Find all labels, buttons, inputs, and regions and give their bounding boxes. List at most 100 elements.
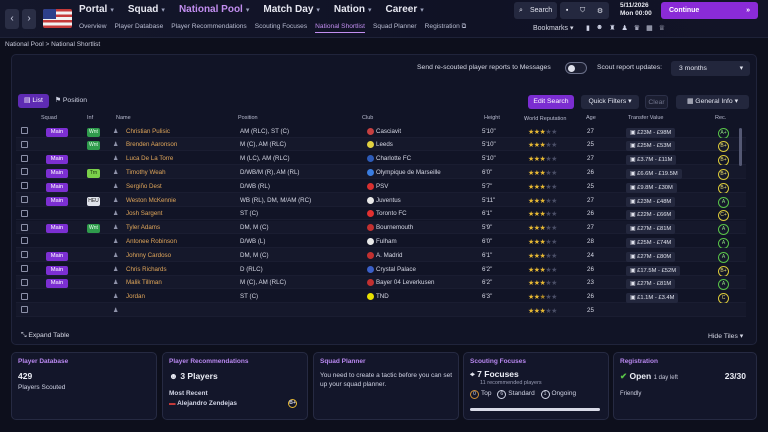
col-squad[interactable]: Squad <box>41 115 57 121</box>
tab-national-shortlist[interactable]: National Shortlist <box>315 23 365 33</box>
tab-player-recommendations[interactable]: Player Recommendations <box>171 23 247 30</box>
nav-national-pool[interactable]: National Pool ▾ <box>178 4 250 15</box>
forward-button[interactable]: › <box>22 9 36 29</box>
row-checkbox[interactable] <box>21 154 28 162</box>
table-row[interactable]: Main Wnt ♟ Christian Pulisic AM (RLC), ST (C… <box>16 124 746 139</box>
col-height[interactable]: Height <box>484 115 500 121</box>
table-row[interactable]: Wnt ♟ Brenden Aaronson M (C), AM (RLC) Leeds… <box>16 137 746 153</box>
table-row[interactable]: Main HEU ♟ Weston McKennie WB (RL), DM, M/AM… <box>16 193 746 208</box>
row-checkbox[interactable] <box>21 209 28 217</box>
row-checkbox[interactable] <box>21 127 28 134</box>
club-link[interactable]: Fulham <box>376 237 397 245</box>
tab-overview[interactable]: Overview <box>79 23 107 30</box>
bookmark-icon[interactable]: ▮ <box>586 25 590 32</box>
player-name-link[interactable]: Brenden Aaronson <box>126 141 178 149</box>
col-rec[interactable]: Rec. <box>715 115 727 121</box>
trophy-icon[interactable]: ♛ <box>633 25 641 32</box>
tab-squad-planner[interactable]: Squad Planner <box>373 23 417 30</box>
rescout-toggle[interactable] <box>565 62 587 74</box>
row-checkbox[interactable] <box>21 278 28 286</box>
nav-career[interactable]: Career ▾ <box>385 4 424 15</box>
table-row[interactable]: ♟ Jordan ST (C) TND 6'3" ★★★★★ 26 ▣ £1.1M - £3.… <box>16 290 746 305</box>
club-link[interactable]: A. Madrid <box>376 251 403 259</box>
general-info-select[interactable]: ▦ General Info ▾ <box>676 95 749 109</box>
scout-updates-select[interactable]: 3 months ▾ <box>671 61 750 76</box>
people-icon[interactable]: ☻ <box>595 24 604 31</box>
nation-flag-icon[interactable] <box>43 9 72 28</box>
note-icon[interactable]: ▪ <box>565 7 569 14</box>
calendar-icon[interactable]: ▦ <box>646 25 653 32</box>
club-link[interactable]: Leeds <box>376 141 393 149</box>
tile-squad-planner[interactable]: Squad Planner You need to create a tacti… <box>313 352 459 420</box>
col-name[interactable]: Name <box>116 115 131 121</box>
row-checkbox[interactable] <box>21 196 28 203</box>
continue-button[interactable]: Continue» <box>661 2 758 19</box>
player-name-link[interactable]: Antonee Robinson <box>126 237 177 245</box>
table-row[interactable]: Main ♟ Malik Tillman M (C), AM (RLC) Bayer 0… <box>16 275 746 291</box>
table-row[interactable]: Main ♟ Chris Richards D (RLC) Crystal Palace… <box>16 262 746 277</box>
table-scrollbar[interactable] <box>739 128 742 166</box>
player-name-link[interactable]: Josh Sargent <box>126 210 163 218</box>
col-club[interactable]: Club <box>362 115 374 121</box>
tab-position[interactable]: ⚑ Position <box>54 97 88 104</box>
col-transfer-value[interactable]: Transfer Value <box>628 115 664 121</box>
nav-portal[interactable]: Portal ▾ <box>79 4 114 15</box>
tile-scouting-focuses[interactable]: Scouting Focuses ⌖ 7 Focuses 11 recommen… <box>463 352 609 420</box>
player-name-link[interactable]: Malik Tillman <box>126 279 162 287</box>
tab-registration[interactable]: Registration ⧉ <box>424 23 467 30</box>
player-name-link[interactable]: Tyler Adams <box>126 224 161 232</box>
club-link[interactable]: Olympique de Marseille <box>376 168 441 176</box>
search-button[interactable]: ⌕ Search <box>514 2 557 19</box>
row-checkbox[interactable] <box>21 182 28 190</box>
player-name-link[interactable]: Luca De La Torre <box>126 155 174 163</box>
tile-registration[interactable]: Registration ✔ Open 1 day left 23/30 Frie… <box>613 352 757 420</box>
club-link[interactable]: Charlotte FC <box>376 155 412 163</box>
row-checkbox[interactable] <box>21 223 28 231</box>
gear-icon[interactable]: ⚙ <box>596 7 604 15</box>
quick-filters-button[interactable]: Quick Filters ▾ <box>581 95 639 109</box>
nav-match-day[interactable]: Match Day ▾ <box>263 4 320 15</box>
club-link[interactable]: Casciavit <box>376 127 402 135</box>
bookmarks-dropdown[interactable]: Bookmarks ▾ <box>533 25 574 32</box>
club-link[interactable]: TND <box>376 293 389 301</box>
col-age[interactable]: Age <box>586 115 596 121</box>
nav-squad[interactable]: Squad ▾ <box>127 4 165 15</box>
player-name-link[interactable]: Sergiño Dest <box>126 182 162 190</box>
table-row[interactable]: Main ♟ Sergiño Dest D/WB (RL) PSV 5'7" ★★★★★ 25… <box>16 179 746 194</box>
club-link[interactable]: Bournemouth <box>376 224 414 232</box>
club-link[interactable]: PSV <box>376 182 389 190</box>
table-row[interactable]: ♟ Josh Sargent ST (C) Toronto FC 6'1" ★★★★★ 26… <box>16 207 746 222</box>
row-checkbox[interactable] <box>21 251 28 259</box>
tab-player-database[interactable]: Player Database <box>114 23 164 30</box>
table-row[interactable]: Main ♟ Luca De La Torre M (LC), AM (RLC) Cha… <box>16 152 746 167</box>
player-name-link[interactable]: Johnny Cardoso <box>126 251 172 259</box>
tactics-icon[interactable]: ♟ <box>621 25 628 32</box>
club-link[interactable]: Crystal Palace <box>376 265 416 273</box>
shield-icon[interactable]: ⛉ <box>579 6 586 14</box>
col-position[interactable]: Position <box>238 115 258 121</box>
nav-nation[interactable]: Nation ▾ <box>333 4 372 15</box>
table-row[interactable]: Main ♟ Johnny Cardoso DM, M (C) A. Madrid 6'1… <box>16 248 746 263</box>
tab-scouting-focuses[interactable]: Scouting Focuses <box>254 23 308 30</box>
club-link[interactable]: Bayer 04 Leverkusen <box>376 279 435 287</box>
player-name-link[interactable]: Timothy Weah <box>126 168 166 176</box>
row-checkbox[interactable] <box>21 265 28 272</box>
player-name-link[interactable]: Christian Pulisic <box>126 127 171 135</box>
edit-search-button[interactable]: Edit Search <box>528 95 574 109</box>
col-inf[interactable]: Inf <box>87 115 94 121</box>
breadcrumb[interactable]: National Pool > National Shortlist <box>5 41 101 48</box>
table-row[interactable]: Main Wnt ♟ Tyler Adams DM, M (C) Bournemouth 5… <box>16 220 746 236</box>
expand-table-button[interactable]: ⤡ Expand Table <box>21 332 70 339</box>
cup-icon[interactable]: ♕ <box>658 25 665 32</box>
player-name-link[interactable]: Jordan <box>126 293 145 301</box>
row-checkbox[interactable] <box>21 168 28 176</box>
back-button[interactable]: ‹ <box>5 9 19 29</box>
table-row[interactable]: Main Trn ♟ Timothy Weah D/WB/M (R), AM (RL) O… <box>16 165 746 180</box>
hide-tiles-button[interactable]: Hide Tiles ▾ <box>708 333 744 340</box>
club-link[interactable]: Toronto FC <box>376 210 407 218</box>
player-name-link[interactable]: Chris Richards <box>126 265 167 273</box>
table-row[interactable]: ♟ Antonee Robinson D/WB (L) Fulham 6'0" ★★★★★… <box>16 234 746 249</box>
tile-player-database[interactable]: Player Database 429 Players Scouted <box>11 352 157 420</box>
row-checkbox[interactable] <box>21 237 28 245</box>
row-checkbox[interactable] <box>21 306 28 314</box>
